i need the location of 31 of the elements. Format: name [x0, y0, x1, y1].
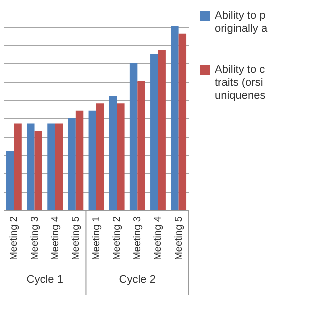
bar — [96, 104, 104, 210]
bar — [6, 151, 14, 210]
x-tick-label: Meeting 1 — [92, 216, 102, 260]
x-tick-label: Meeting 2 — [112, 216, 124, 260]
bar — [76, 110, 84, 210]
legend-label: Ability to c traits (orsi uniquenes — [215, 64, 266, 102]
x-tick-label: Meeting 5 — [174, 216, 185, 260]
x-tick-label: Meeting 5 — [70, 216, 82, 260]
legend-label: Ability to p originally a — [215, 10, 268, 35]
text: Cycle 2 — [119, 274, 156, 286]
x-tick-label: Meeting 3 — [132, 216, 144, 260]
bar — [158, 50, 166, 210]
bar — [138, 82, 146, 210]
bar — [150, 54, 158, 210]
bar — [117, 104, 125, 210]
x-tick-label: Meeting 2 — [9, 216, 20, 260]
bar — [178, 34, 187, 210]
bar — [48, 124, 56, 210]
x-tick-label: Meeting 4 — [153, 216, 164, 260]
bar — [109, 96, 118, 210]
x-tick-label: Meeting 4 — [50, 216, 62, 260]
bar — [171, 26, 179, 210]
bar — [27, 124, 35, 210]
bar — [130, 63, 138, 210]
bar — [34, 131, 42, 210]
bar — [88, 110, 96, 210]
bar — [55, 124, 64, 210]
bar — [14, 124, 22, 210]
bar — [68, 118, 76, 210]
x-tick-label: Meeting 3 — [30, 216, 41, 260]
text: Cycle 1 — [26, 274, 64, 286]
